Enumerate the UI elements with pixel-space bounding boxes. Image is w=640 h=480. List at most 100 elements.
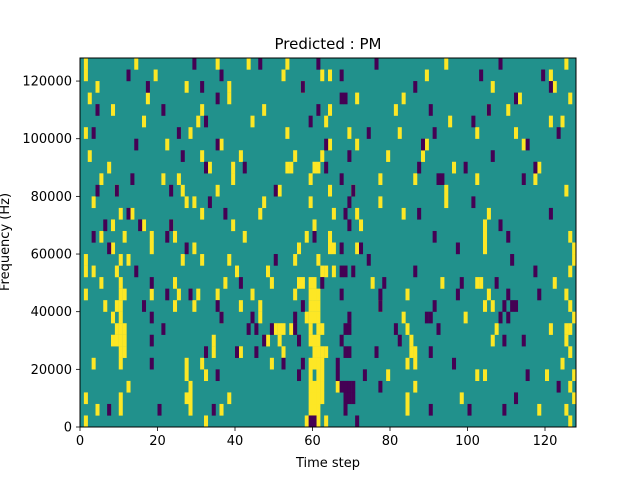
heatmap-cell-low (339, 265, 344, 278)
heatmap-cell-high (308, 334, 313, 347)
heatmap-cell-high (83, 265, 88, 278)
heatmap-cell-high (421, 150, 426, 162)
heatmap-cell-high (564, 334, 569, 347)
heatmap-cell-high (184, 357, 189, 370)
heatmap-cell-high (308, 369, 313, 382)
heatmap-cell-high (126, 380, 131, 393)
heatmap-cell-high (568, 323, 573, 335)
heatmap-cell-high (386, 369, 391, 382)
heatmap-cell-high (126, 254, 131, 266)
heatmap-cell-low (351, 184, 356, 197)
heatmap-cell-high (308, 277, 313, 289)
heatmap-cell-low (537, 288, 542, 301)
heatmap-cell-high (95, 81, 100, 93)
heatmap-cell-high (200, 357, 205, 370)
heatmap-cell-high (312, 277, 317, 289)
heatmap-cell-high (572, 242, 577, 255)
heatmap-cell-low (204, 346, 209, 358)
heatmap-cell-high (99, 277, 104, 289)
heatmap-cell-high (312, 334, 317, 347)
heatmap-cell-high (130, 207, 135, 220)
heatmap-cell-low (428, 346, 433, 358)
heatmap-cell-high (459, 392, 464, 405)
heatmap-cell-high (308, 196, 313, 209)
heatmap-cell-low (494, 277, 499, 289)
heatmap-cell-low (436, 323, 441, 335)
heatmap-cell-high (258, 311, 263, 324)
heatmap-cell-high (316, 392, 321, 405)
y-tick-label: 100000 (22, 132, 72, 147)
heatmap-cell-low (471, 115, 476, 128)
heatmap-cell-high (269, 357, 274, 370)
heatmap-cell-low (366, 127, 371, 139)
heatmap-cell-low (428, 104, 433, 116)
heatmap-cell-high (312, 380, 317, 393)
heatmap-cell-high (118, 254, 123, 266)
heatmap-cell-high (405, 288, 410, 301)
heatmap-cell-low (428, 403, 433, 416)
heatmap-cell-high (87, 150, 92, 162)
heatmap-cell-high (184, 196, 189, 209)
heatmap-cell-high (87, 92, 92, 105)
heatmap-cell-high (552, 277, 557, 289)
heatmap-cell-low (211, 403, 216, 416)
heatmap-cell-low (273, 184, 278, 197)
heatmap-cell-high (114, 323, 119, 335)
heatmap-cell-high (184, 369, 189, 382)
low-cells (91, 58, 561, 428)
x-tick-label: 120 (533, 434, 558, 449)
heatmap-cell-high (324, 265, 329, 278)
heatmap-cell-low (293, 323, 298, 335)
heatmap-cell-low (521, 173, 526, 185)
heatmap-cell-high (142, 115, 147, 128)
heatmap-cell-high (281, 346, 286, 358)
heatmap-cell-high (572, 392, 577, 405)
heatmap-cell-high (308, 380, 313, 393)
heatmap-cell-low (514, 392, 519, 405)
heatmap-cell-high (111, 219, 116, 232)
heatmap-cell-high (483, 230, 488, 243)
heatmap-cell-high (328, 138, 333, 151)
heatmap-cell-high (448, 115, 453, 128)
heatmap-cell-high (238, 150, 243, 162)
heatmap-cell-low (91, 127, 96, 139)
heatmap-cell-low (165, 230, 170, 243)
heatmap-cell-low (506, 288, 511, 301)
heatmap-cell-high (401, 207, 406, 220)
heatmap-cell-high (490, 81, 495, 93)
heatmap-cell-low (149, 334, 154, 347)
heatmap-cell-low (413, 265, 418, 278)
heatmap-cell-high (552, 81, 557, 93)
heatmap-cell-low (188, 288, 193, 301)
heatmap-cell-high (355, 138, 360, 151)
heatmap-cell-low (238, 277, 243, 289)
heatmap-cell-low (463, 161, 468, 174)
heatmap-cell-high (215, 184, 220, 197)
heatmap-cell-low (525, 138, 530, 151)
heatmap-cell-high (537, 161, 542, 174)
heatmap-cell-low (169, 184, 174, 197)
heatmap-cell-high (548, 323, 553, 335)
heatmap-cell-low (506, 230, 511, 243)
heatmap-cell-high (83, 127, 88, 139)
heatmap-cell-low (343, 92, 348, 105)
heatmap-cell-high (316, 346, 321, 358)
heatmap-cell-high (413, 380, 418, 393)
heatmap-cell-low (359, 242, 364, 255)
heatmap-cell-high (219, 403, 224, 416)
heatmap-cell-low (432, 300, 437, 312)
heatmap-cell-high (231, 161, 236, 174)
heatmap-cell-high (262, 196, 267, 209)
heatmap-cell-low (351, 392, 356, 405)
heatmap-cell-high (316, 254, 321, 266)
heatmap-cell-high (184, 392, 189, 405)
heatmap-cell-high (320, 380, 325, 393)
heatmap-cell-high (281, 323, 286, 335)
heatmap-cell-high (568, 346, 573, 358)
y-tick-label: 0 (64, 421, 72, 436)
heatmap-cell-low (103, 219, 108, 232)
heatmap-cell-low (417, 161, 422, 174)
heatmap-cell-high (405, 323, 410, 335)
heatmap-cell-high (572, 311, 577, 324)
heatmap-cell-low (502, 300, 507, 312)
